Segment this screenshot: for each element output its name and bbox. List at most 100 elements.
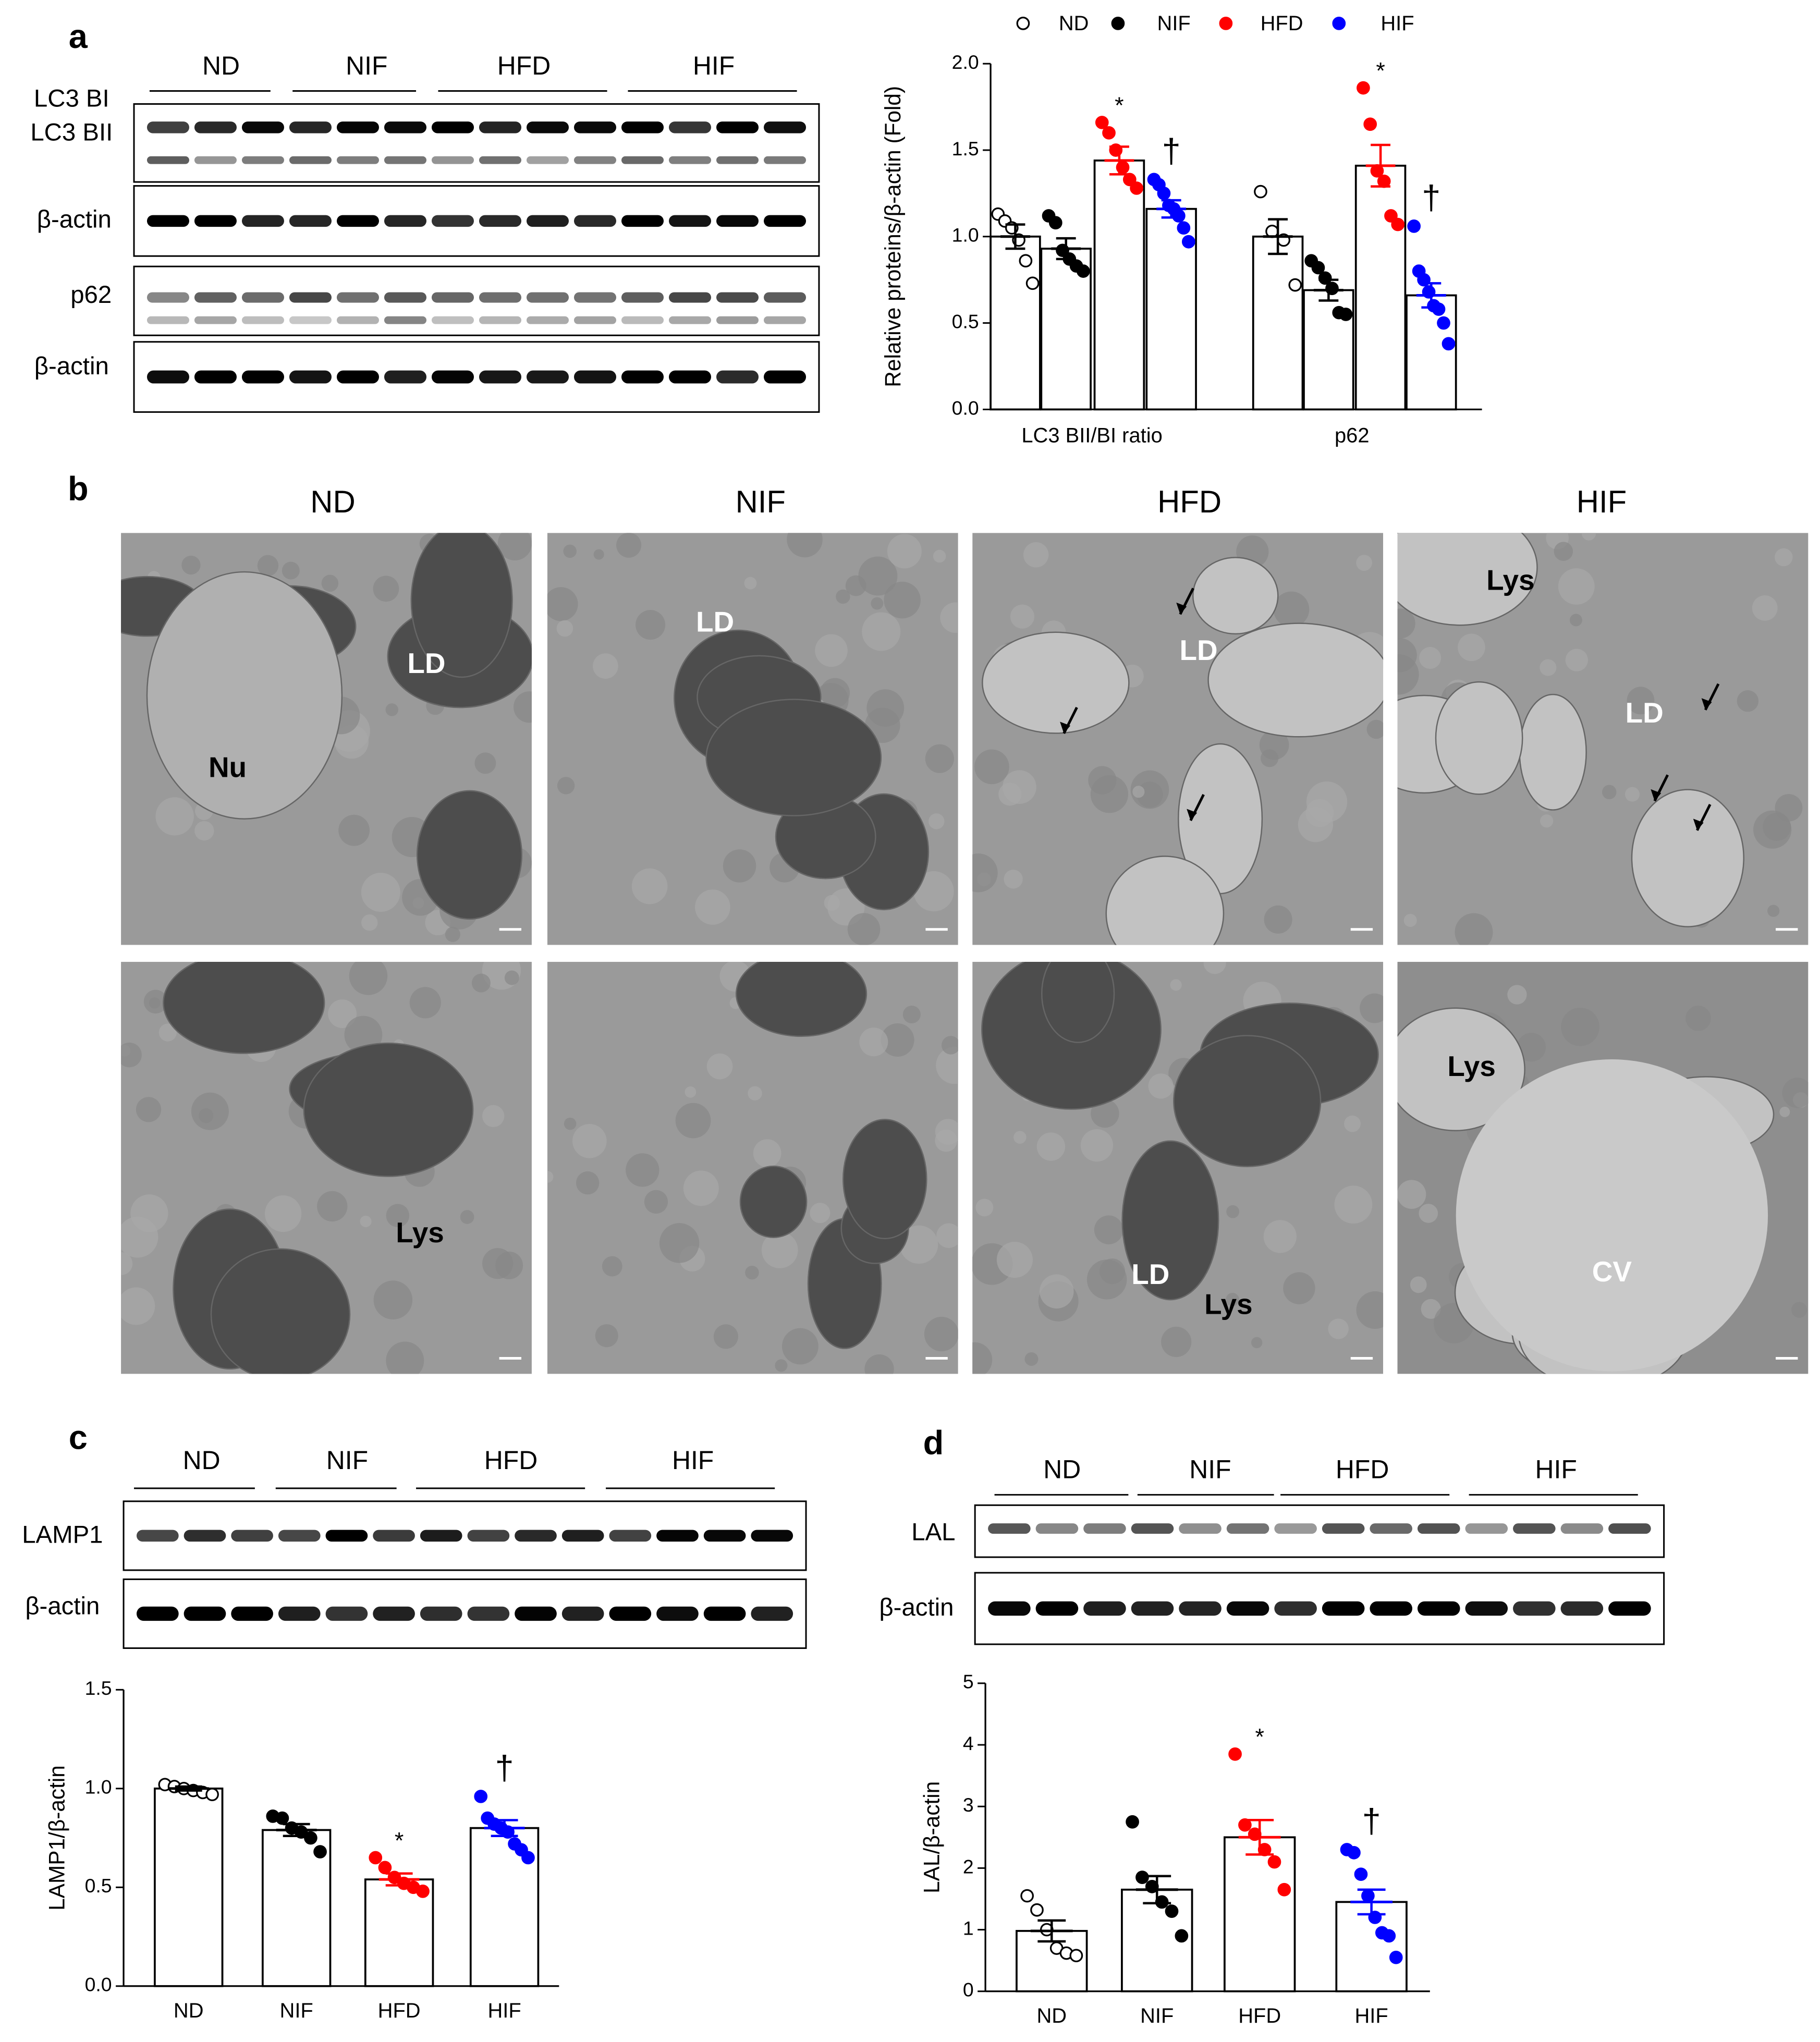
- texture: [775, 1359, 788, 1372]
- blot-band: [668, 156, 712, 164]
- lipid-droplet: [736, 962, 868, 1037]
- texture: [1024, 1352, 1039, 1366]
- lipid-droplet: [303, 1042, 474, 1177]
- blot-band: [621, 316, 664, 324]
- blot-band: [526, 292, 569, 303]
- texture: [975, 1199, 994, 1217]
- micrograph-label: LD: [1179, 634, 1217, 666]
- blot-band: [431, 156, 474, 164]
- blot-band: [479, 370, 521, 384]
- blot-band: [420, 1606, 462, 1621]
- blot-band: [373, 1606, 415, 1621]
- blot-band: [384, 370, 426, 384]
- texture: [563, 544, 577, 558]
- x-tick-label: p62: [1335, 424, 1370, 447]
- texture: [564, 1117, 577, 1130]
- blot-band: [194, 292, 237, 303]
- blot-band: [656, 1606, 699, 1621]
- blot-band: [289, 316, 332, 324]
- texture: [130, 1194, 168, 1232]
- data-point: [1126, 1815, 1139, 1829]
- texture: [1036, 1132, 1066, 1161]
- lipid-droplet: [1631, 789, 1744, 927]
- blot-band: [278, 1606, 321, 1621]
- blot-band: [716, 292, 759, 303]
- blot-band: [241, 121, 284, 133]
- blot-band: [146, 121, 189, 133]
- texture: [675, 1103, 711, 1139]
- micrograph-label: Lys: [1486, 564, 1534, 596]
- legend-label: HFD: [1261, 12, 1303, 35]
- blot-band: [1131, 1523, 1174, 1534]
- blot-band: [561, 1606, 604, 1621]
- blot-band: [289, 156, 332, 164]
- blot-band: [194, 215, 237, 227]
- legend-marker: [1219, 17, 1233, 30]
- blot-band: [136, 1530, 179, 1542]
- blot-band: [146, 370, 189, 384]
- data-point: [1135, 1870, 1149, 1884]
- texture: [1161, 1326, 1192, 1358]
- texture: [1458, 633, 1485, 662]
- legend-marker: [1016, 17, 1030, 30]
- y-tick-label: 0.5: [952, 310, 979, 332]
- texture: [1366, 719, 1384, 739]
- texture: [373, 1280, 413, 1319]
- lipid-droplet: [163, 962, 325, 1054]
- x-tick-label: ND: [174, 1999, 204, 2022]
- texture: [1226, 1292, 1239, 1306]
- bar: [154, 1787, 224, 1987]
- data-point: [1025, 276, 1040, 290]
- texture: [1360, 993, 1384, 1023]
- texture: [972, 853, 998, 892]
- texture: [282, 561, 300, 580]
- texture: [887, 534, 922, 569]
- texture: [1397, 1180, 1426, 1209]
- texture: [659, 1223, 700, 1263]
- blot-band: [420, 1530, 462, 1542]
- blot-row-label: β-actin: [37, 205, 112, 233]
- micrograph-label: Lys: [1447, 1050, 1495, 1082]
- texture: [460, 1210, 474, 1224]
- blot-band: [325, 1530, 368, 1542]
- blot-band: [751, 1606, 793, 1621]
- y-axis-label: Relative proteins/β-actin (Fold): [881, 86, 905, 387]
- significance-mark: †: [1422, 178, 1440, 216]
- texture: [1080, 1129, 1114, 1162]
- micrograph-column-title: HIF: [1577, 484, 1627, 519]
- data-point: [1030, 1903, 1044, 1917]
- texture: [1010, 604, 1034, 629]
- blot-group-label: ND: [202, 51, 240, 80]
- texture: [191, 1092, 229, 1130]
- texture: [1132, 786, 1145, 798]
- blot-frame: [133, 103, 820, 183]
- y-tick-label: 0.0: [952, 397, 979, 419]
- lipid-droplet: [1173, 1035, 1322, 1167]
- micrograph-content: [121, 533, 532, 945]
- lipid-droplet: [210, 1248, 351, 1374]
- bar: [1093, 160, 1145, 411]
- texture: [744, 577, 757, 590]
- texture: [349, 962, 388, 995]
- legend-label: ND: [1059, 12, 1089, 35]
- error-bar: [283, 1823, 310, 1838]
- y-tick-label: 1.5: [85, 1677, 112, 1699]
- lipid-droplet: [1519, 693, 1587, 811]
- texture: [1565, 649, 1589, 671]
- texture: [685, 1086, 697, 1098]
- data-point: [313, 1845, 327, 1858]
- texture: [1581, 533, 1596, 541]
- blot-row-label: LAL: [911, 1519, 955, 1546]
- micrograph-label: CV: [1592, 1255, 1632, 1288]
- texture: [1298, 807, 1334, 842]
- blot-band: [703, 1606, 746, 1621]
- blot-band: [431, 316, 474, 324]
- blot-band: [526, 316, 569, 324]
- texture: [547, 587, 578, 621]
- texture: [631, 868, 668, 904]
- blot-band: [573, 156, 617, 164]
- error-bar: [1421, 282, 1442, 309]
- blot-band: [231, 1530, 273, 1542]
- texture: [504, 970, 519, 985]
- texture: [1397, 654, 1419, 695]
